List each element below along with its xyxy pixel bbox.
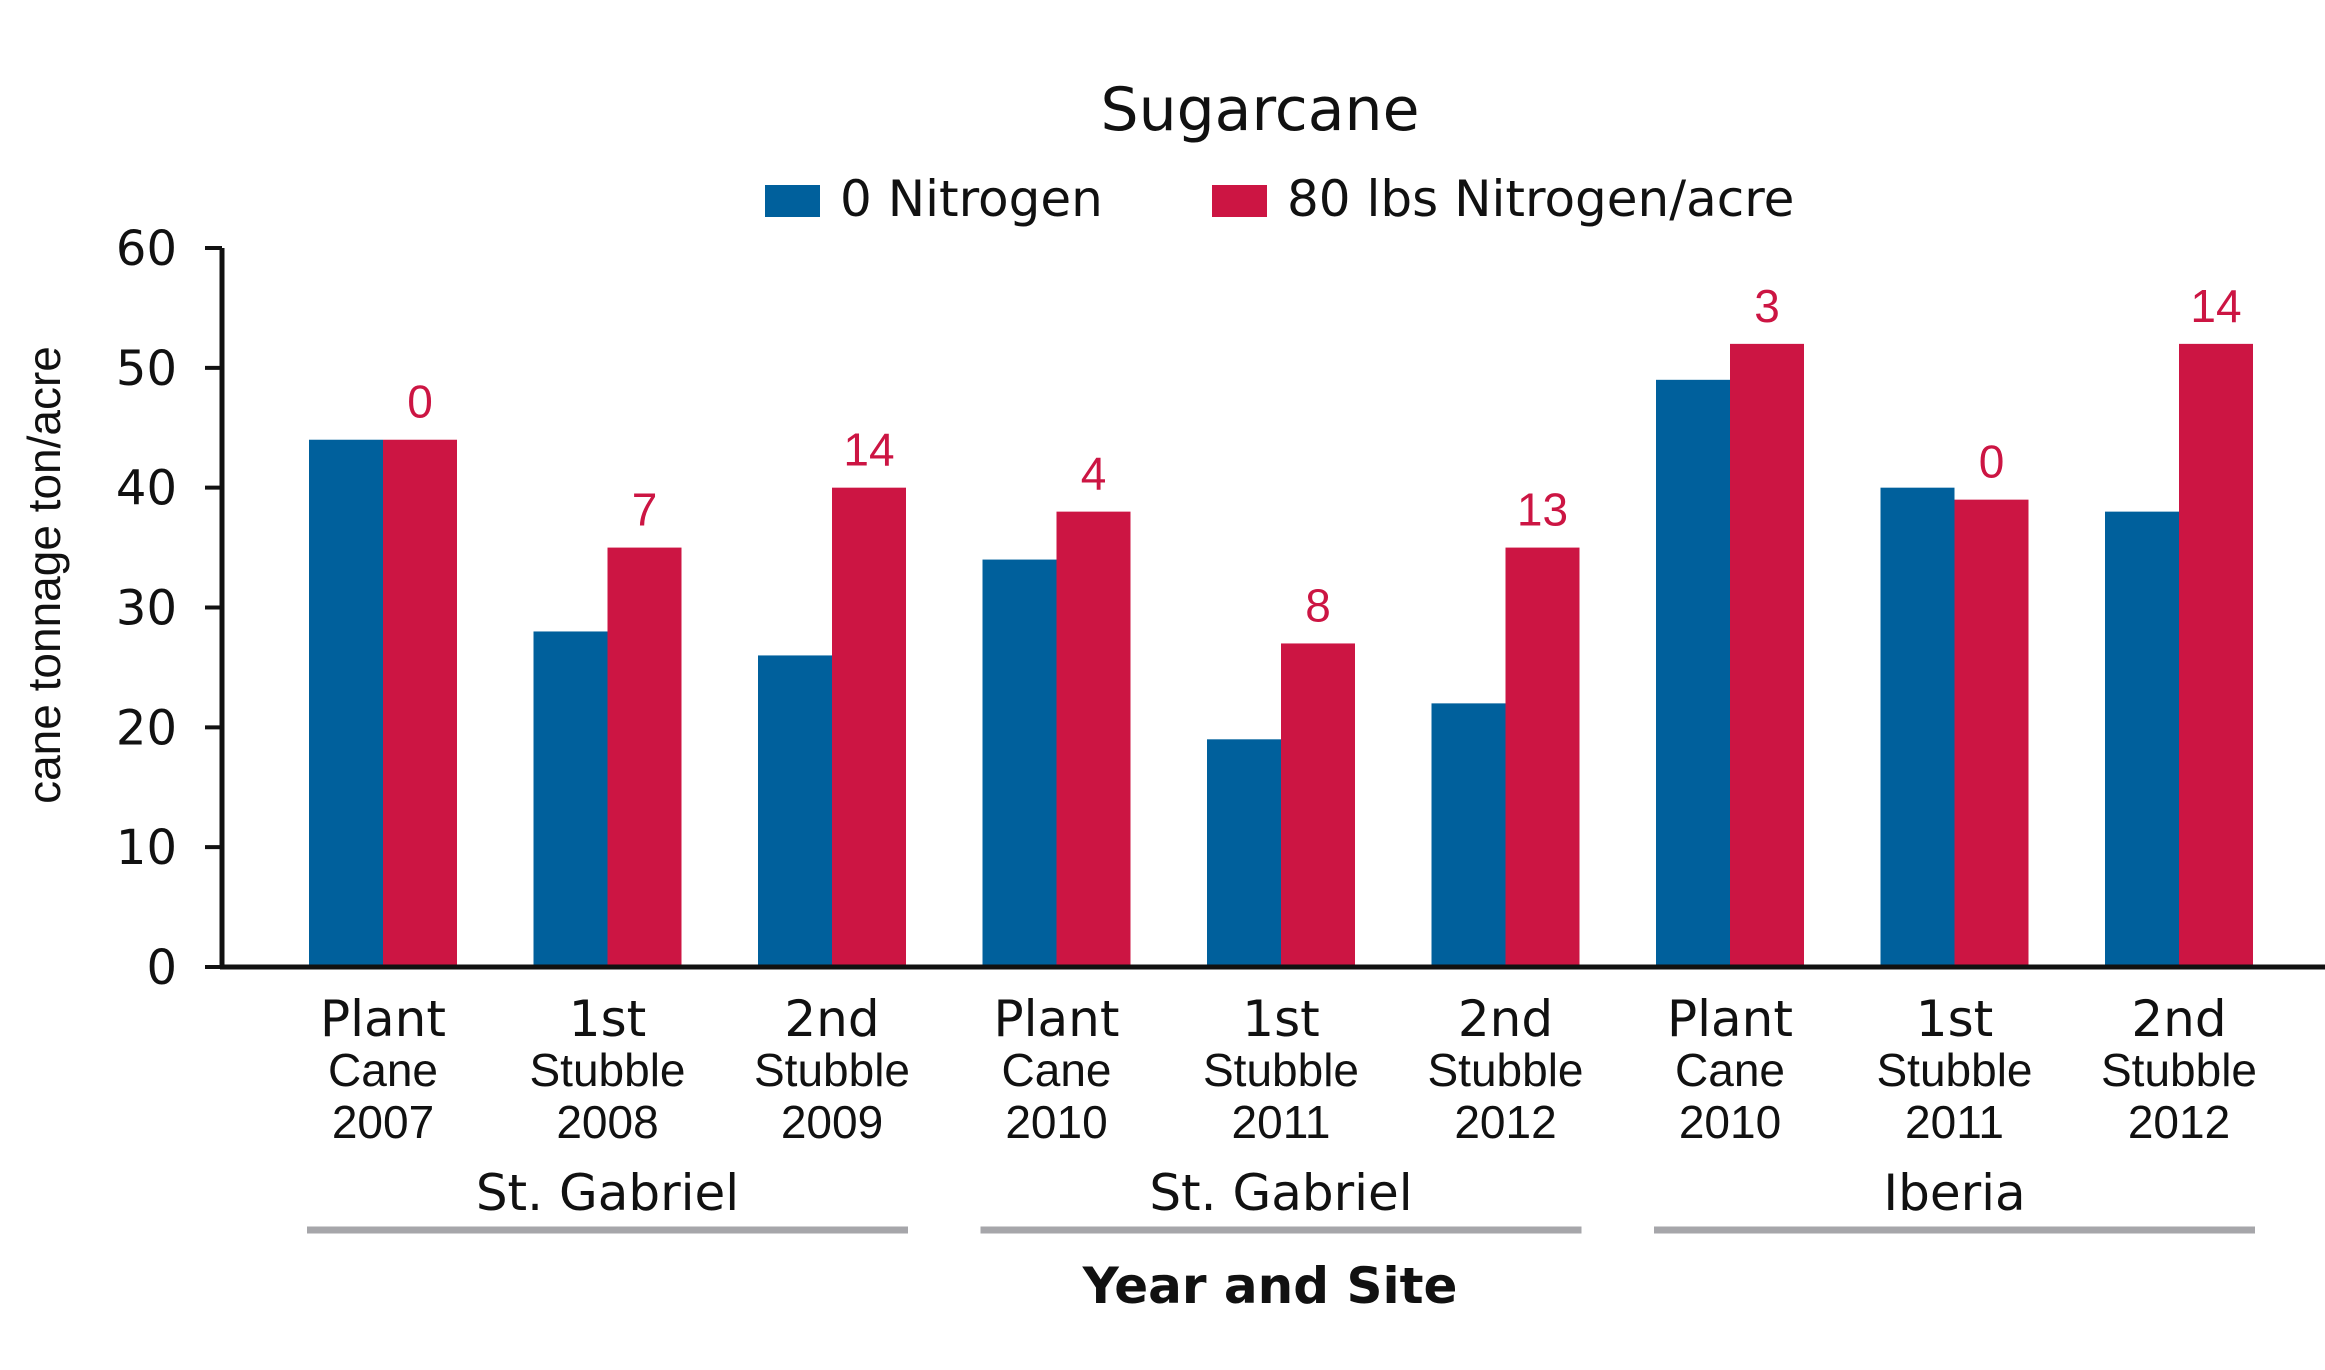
bar-series0-cat0	[309, 439, 383, 967]
y-tick-label-20: 20	[116, 700, 177, 756]
category-label-line2-3: Cane	[1002, 1044, 1112, 1096]
category-label-line2-0: Cane	[328, 1044, 438, 1096]
bar-series1-cat8	[2179, 343, 2253, 967]
category-label-line3-6: 2010	[1679, 1096, 1781, 1148]
data-label-cat4: 8	[1305, 579, 1331, 631]
category-label-line3-0: 2007	[332, 1096, 434, 1148]
legend-label-80-lbs-nitrogen: 80 lbs Nitrogen/acre	[1287, 170, 1794, 228]
legend: 0 Nitrogen 80 lbs Nitrogen/acre	[765, 170, 1794, 228]
chart-title: Sugarcane	[1100, 75, 1419, 145]
category-label-line1-3: Plant	[994, 990, 1120, 1048]
data-label-cat2: 14	[843, 424, 894, 476]
legend-swatch-0-nitrogen	[765, 185, 820, 217]
data-labels: 0 7 14 4 8 13 3 0 14	[407, 280, 2241, 632]
y-tick-label-0: 0	[146, 940, 177, 996]
data-label-cat3: 4	[1081, 448, 1107, 500]
bar-series0-cat4	[1207, 739, 1281, 967]
category-label-line2-2: Stubble	[754, 1044, 910, 1096]
category-label-line3-4: 2011	[1232, 1096, 1331, 1148]
category-label-line2-5: Stubble	[1427, 1044, 1583, 1096]
bar-series1-cat4	[1281, 643, 1355, 967]
x-axis-label: Year and Site	[1082, 1257, 1458, 1315]
data-label-cat7: 0	[1979, 436, 2005, 488]
bar-series0-cat3	[982, 559, 1057, 967]
bars	[309, 343, 2253, 968]
category-label-line3-3: 2010	[1005, 1096, 1107, 1148]
category-label-line1-1: 1st	[569, 990, 646, 1048]
bar-series0-cat7	[1880, 487, 1955, 967]
bar-series1-cat3	[1056, 511, 1131, 967]
category-label-line1-4: 1st	[1242, 990, 1319, 1048]
data-label-cat8: 14	[2190, 280, 2241, 332]
bar-series1-cat0	[383, 439, 457, 967]
y-tick-label-30: 30	[116, 581, 177, 637]
bar-series1-cat7	[1954, 499, 2029, 967]
y-tick-label-40: 40	[116, 461, 177, 517]
group-label-0: St. Gabriel	[476, 1164, 739, 1222]
bar-series0-cat2	[758, 655, 832, 967]
category-label-line3-1: 2008	[556, 1096, 658, 1148]
y-axis-ticks: 0 10 20 30 40 50 60	[116, 221, 222, 996]
bar-series1-cat2	[832, 487, 906, 967]
category-label-line1-2: 2nd	[784, 990, 879, 1048]
category-label-line1-0: Plant	[320, 990, 446, 1048]
bar-series0-cat8	[2105, 511, 2179, 967]
category-label-line1-7: 1st	[1916, 990, 1993, 1048]
legend-label-0-nitrogen: 0 Nitrogen	[840, 170, 1103, 228]
category-labels: PlantCane20071stStubble20082ndStubble200…	[320, 990, 2257, 1148]
y-tick-label-60: 60	[116, 221, 177, 277]
data-label-cat5: 13	[1517, 484, 1568, 536]
site-groups: St. Gabriel St. Gabriel Iberia	[307, 1164, 2255, 1234]
category-label-line3-7: 2011	[1905, 1096, 2004, 1148]
category-label-line2-7: Stubble	[1876, 1044, 2032, 1096]
group-label-2: Iberia	[1883, 1164, 2025, 1222]
bar-series1-cat5	[1505, 547, 1580, 967]
category-label-line1-8: 2nd	[2131, 990, 2226, 1048]
category-label-line3-5: 2012	[1454, 1096, 1556, 1148]
category-label-line2-4: Stubble	[1203, 1044, 1359, 1096]
category-label-line1-5: 2nd	[1458, 990, 1553, 1048]
y-tick-label-10: 10	[116, 820, 177, 876]
bar-series0-cat5	[1431, 703, 1506, 967]
data-label-cat6: 3	[1754, 280, 1780, 332]
category-label-line1-6: Plant	[1667, 990, 1793, 1048]
bar-series1-cat1	[607, 547, 682, 967]
y-axis-label: cane tonnage ton/acre	[18, 346, 70, 804]
category-label-line2-1: Stubble	[529, 1044, 685, 1096]
data-label-cat0: 0	[407, 376, 433, 428]
category-label-line3-8: 2012	[2128, 1096, 2230, 1148]
bar-series1-cat6	[1730, 343, 1804, 967]
bar-series0-cat6	[1656, 379, 1730, 968]
category-label-line3-2: 2009	[781, 1096, 883, 1148]
data-label-cat1: 7	[632, 484, 658, 536]
category-label-line2-8: Stubble	[2101, 1044, 2257, 1096]
group-label-1: St. Gabriel	[1149, 1164, 1412, 1222]
category-label-line2-6: Cane	[1675, 1044, 1785, 1096]
legend-swatch-80-lbs-nitrogen	[1212, 185, 1267, 217]
bar-series0-cat1	[533, 631, 608, 967]
y-tick-label-50: 50	[116, 341, 177, 397]
